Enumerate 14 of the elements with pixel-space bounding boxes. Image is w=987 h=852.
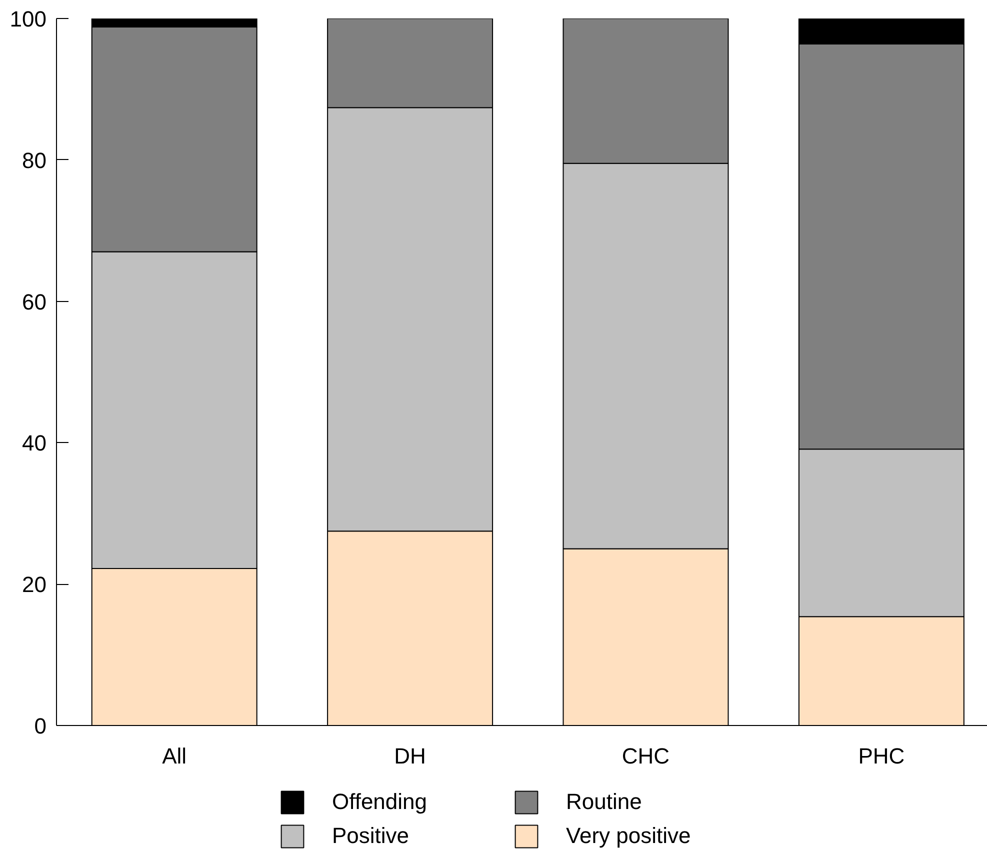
x-tick-label: All: [162, 744, 187, 768]
x-tick-label: CHC: [622, 744, 670, 768]
y-tick-label: 40: [22, 430, 47, 456]
x-tick-label: PHC: [858, 744, 905, 768]
legend-label: Very positive: [566, 822, 691, 850]
legend-label: Offending: [332, 788, 428, 816]
y-tick-label: 20: [22, 572, 47, 598]
legend-label: Routine: [566, 788, 642, 816]
y-tick-label: 100: [10, 6, 47, 32]
x-tick-label: DH: [394, 744, 426, 768]
legend-label: Positive: [332, 822, 410, 850]
y-tick-label: 60: [22, 289, 47, 314]
y-tick-label: 0: [34, 714, 47, 738]
y-tick-label: 80: [22, 148, 47, 173]
